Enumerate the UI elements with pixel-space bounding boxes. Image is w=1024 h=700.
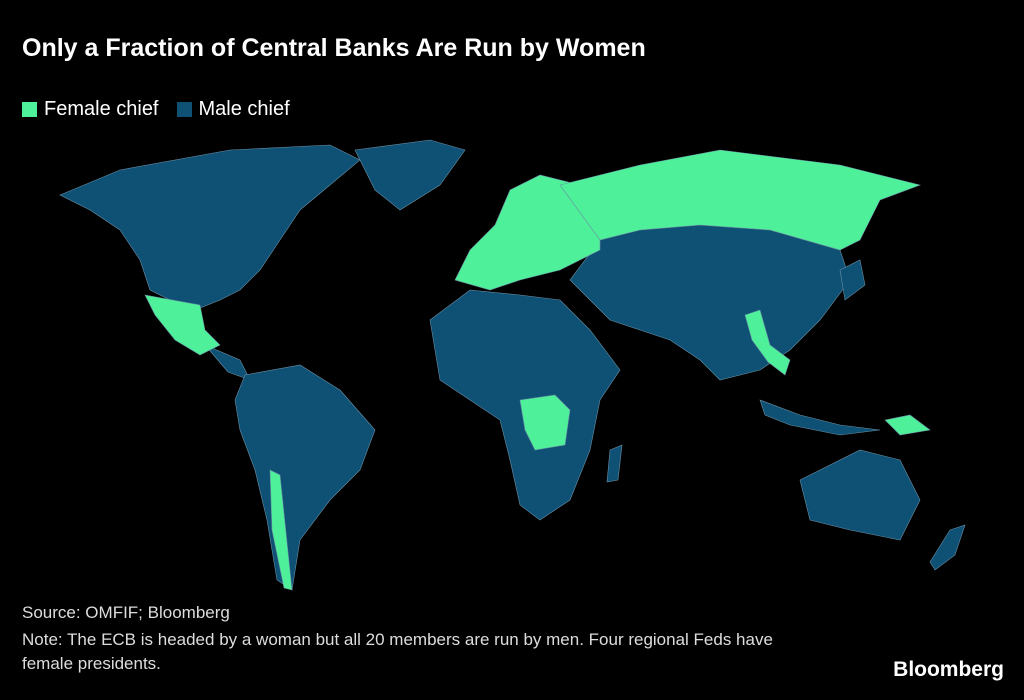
logo: Bloomberg bbox=[893, 658, 1004, 681]
greenland bbox=[354, 139, 466, 211]
legend-item: Female chief bbox=[22, 98, 159, 121]
south-america bbox=[234, 364, 376, 591]
legend: Female chief Male chief bbox=[22, 98, 290, 121]
new-zealand bbox=[929, 524, 966, 571]
congo bbox=[519, 394, 571, 451]
indonesia bbox=[759, 399, 881, 436]
central-america bbox=[204, 344, 251, 381]
papua-new-guinea bbox=[884, 414, 931, 436]
world-map bbox=[59, 139, 966, 591]
mexico bbox=[144, 294, 221, 356]
legend-label: Female chief bbox=[44, 98, 159, 120]
asia bbox=[569, 224, 851, 381]
southeast-asia bbox=[744, 309, 791, 376]
legend-item: Male chief bbox=[176, 98, 290, 121]
chile bbox=[269, 469, 293, 591]
note: Note: The ECB is headed by a woman but a… bbox=[22, 630, 773, 673]
russia bbox=[559, 149, 922, 251]
legend-swatch bbox=[22, 102, 37, 117]
female-regions bbox=[144, 149, 931, 591]
japan bbox=[839, 259, 866, 301]
source: Source: OMFIF; Bloomberg bbox=[22, 603, 230, 622]
australia bbox=[799, 449, 921, 541]
north-america bbox=[59, 144, 361, 309]
legend-label: Male chief bbox=[198, 98, 290, 120]
madagascar bbox=[606, 444, 623, 483]
legend-swatch bbox=[176, 102, 192, 117]
title: Only a Fraction of Central Banks Are Run… bbox=[22, 34, 646, 62]
